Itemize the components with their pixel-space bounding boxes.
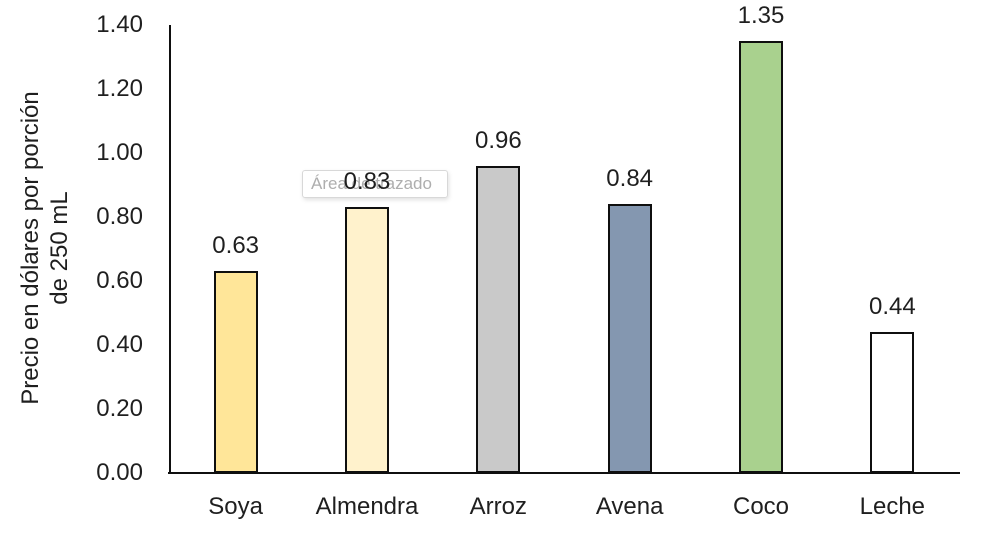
bar-leche[interactable] xyxy=(870,332,915,473)
y-axis-title-line1: Precio en dólares por porción xyxy=(17,91,44,405)
y-tick-label[interactable]: 0.20 xyxy=(96,395,143,422)
data-label-avena[interactable]: 0.84 xyxy=(606,165,654,192)
category-label-soya[interactable]: Soya xyxy=(208,493,263,520)
y-tick-label[interactable]: 0.60 xyxy=(96,267,143,294)
data-label-arroz[interactable]: 0.96 xyxy=(474,127,522,154)
y-axis-line[interactable] xyxy=(169,25,171,474)
y-tick-label[interactable]: 0.80 xyxy=(96,203,143,230)
bar-avena[interactable] xyxy=(607,204,652,473)
category-label-almendra[interactable]: Almendra xyxy=(315,493,419,520)
y-tick-label[interactable]: 0.40 xyxy=(96,331,143,358)
data-label-leche[interactable]: 0.44 xyxy=(868,293,916,320)
category-label-coco[interactable]: Coco xyxy=(732,493,790,520)
category-label-arroz[interactable]: Arroz xyxy=(469,493,527,520)
data-label-almendra[interactable]: 0.83 xyxy=(343,168,391,195)
data-label-soya[interactable]: 0.63 xyxy=(212,232,260,259)
y-tick-label[interactable]: 1.20 xyxy=(96,75,143,102)
plot-area-tooltip: Área de trazado xyxy=(302,170,448,198)
x-axis-line[interactable] xyxy=(168,472,960,474)
category-label-avena[interactable]: Avena xyxy=(595,493,664,520)
y-tick-label[interactable]: 1.00 xyxy=(96,139,143,166)
category-label-leche[interactable]: Leche xyxy=(859,493,926,520)
bar-arroz[interactable] xyxy=(476,166,521,473)
bar-almendra[interactable] xyxy=(345,207,389,473)
bar-coco[interactable] xyxy=(739,41,783,473)
y-tick-label[interactable]: 0.00 xyxy=(96,459,143,486)
bar-soya[interactable] xyxy=(213,271,258,473)
data-label-coco[interactable]: 1.35 xyxy=(737,2,785,29)
y-tick-label[interactable]: 1.40 xyxy=(96,11,143,38)
